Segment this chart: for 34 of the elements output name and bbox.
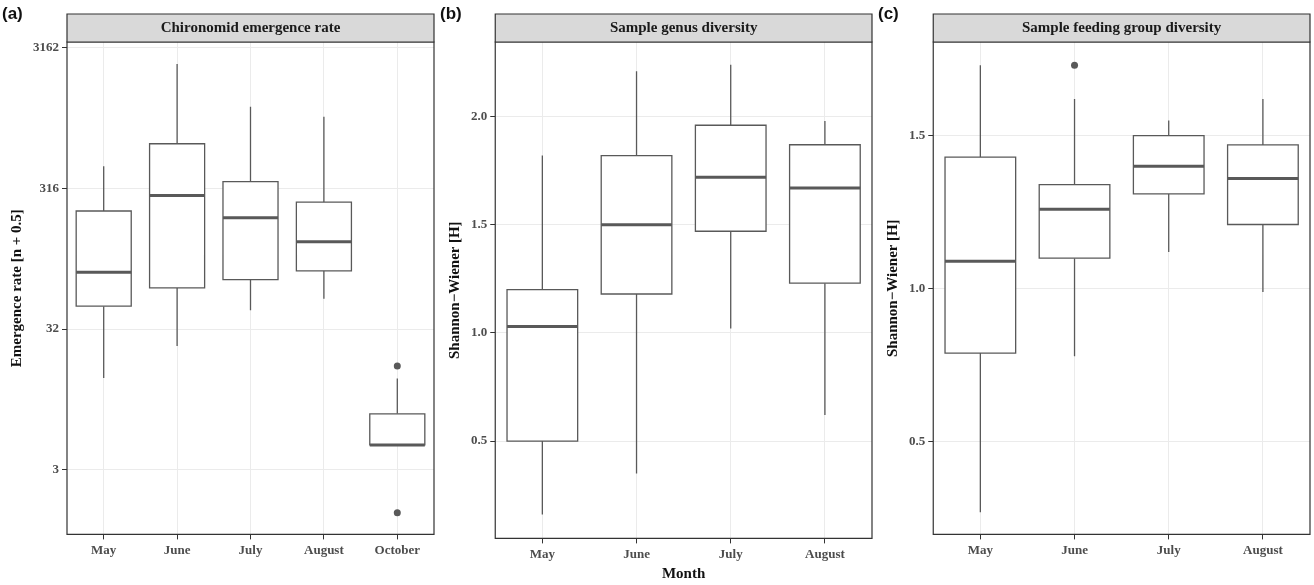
- x-tick-label: June: [623, 545, 651, 561]
- y-axis-title: Shannon−Wiener [H]: [445, 221, 462, 359]
- y-tick-label: 0.5: [909, 433, 926, 449]
- y-tick-label: 316: [39, 179, 60, 195]
- y-axis-title: Shannon−Wiener [H]: [883, 219, 900, 357]
- chart-title: Chironomid emergence rate: [160, 18, 341, 35]
- x-tick-label: August: [304, 541, 345, 557]
- y-tick-label: 1.5: [471, 216, 488, 232]
- y-tick-label: 2.0: [471, 107, 488, 123]
- x-tick-label: July: [718, 545, 744, 561]
- y-tick-label: 1.0: [471, 324, 488, 340]
- x-tick-label: May: [91, 541, 117, 557]
- text: (a): [2, 4, 23, 24]
- x-tick-label: August: [1243, 541, 1284, 557]
- text: (b): [440, 4, 462, 24]
- x-tick-label: May: [967, 541, 994, 557]
- x-tick-label: June: [163, 541, 191, 557]
- y-axis-title: Emergence rate [n + 0.5]: [7, 209, 24, 368]
- x-tick-label: May: [529, 545, 556, 561]
- x-tick-label: July: [238, 541, 263, 557]
- x-tick-label: July: [1156, 541, 1182, 557]
- x-tick-label: August: [805, 545, 846, 561]
- x-axis-title: Month: [661, 564, 706, 581]
- chart-title: Sample feeding group diversity: [1021, 18, 1222, 35]
- y-tick-label: 3: [52, 461, 60, 477]
- y-tick-label: 0.5: [471, 432, 488, 448]
- y-tick-label: 1.5: [909, 127, 926, 143]
- y-tick-label: 32: [46, 320, 59, 336]
- x-tick-label: October: [374, 541, 421, 557]
- y-tick-label: 1.0: [909, 280, 926, 296]
- x-tick-label: June: [1061, 541, 1089, 557]
- chart-title: Sample genus diversity: [609, 18, 758, 35]
- text: (c): [878, 4, 899, 24]
- y-tick-label: 3162: [33, 38, 59, 54]
